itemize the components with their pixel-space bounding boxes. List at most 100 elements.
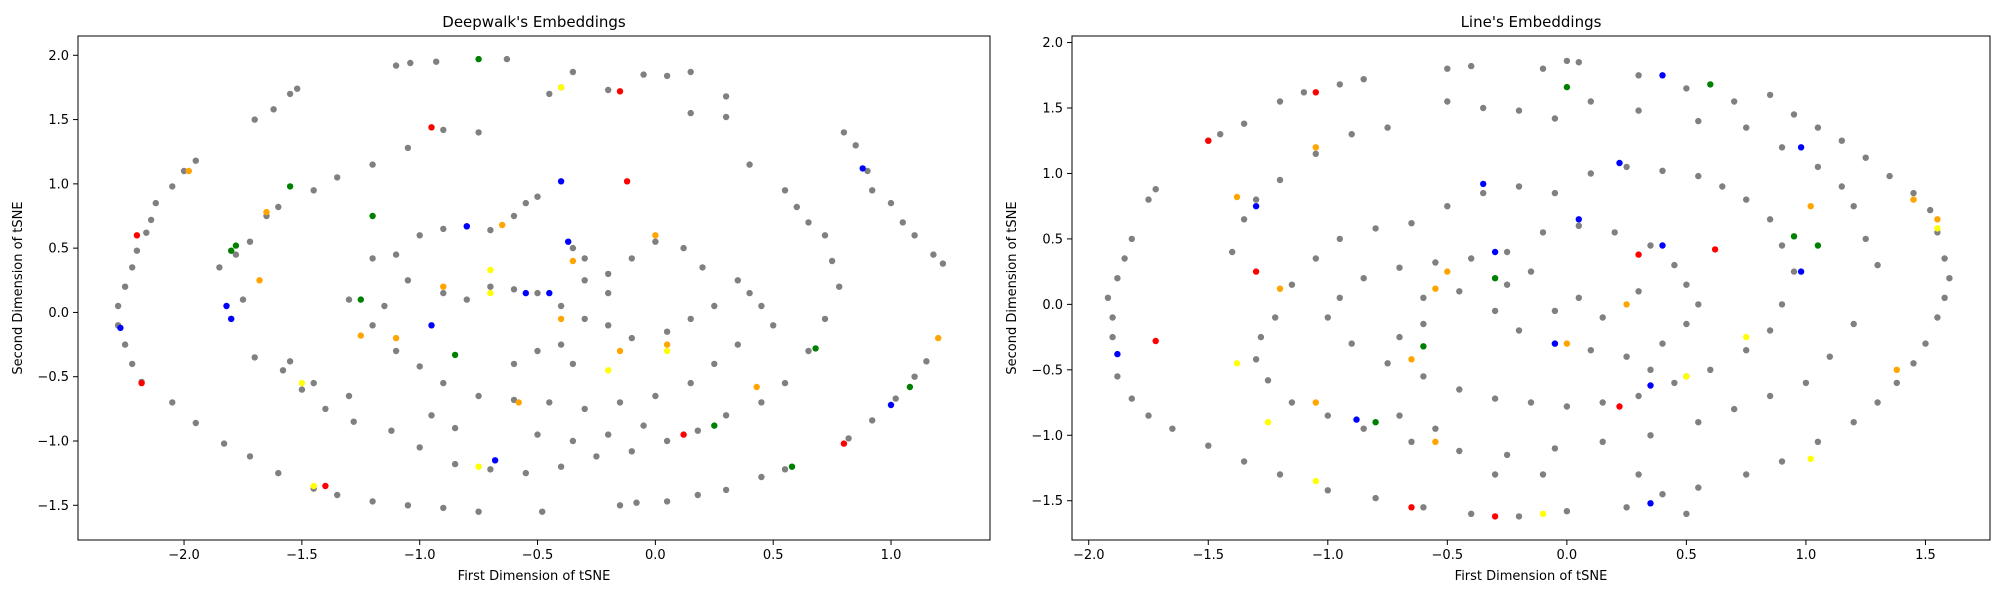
data-point <box>1114 373 1121 380</box>
data-point <box>1635 72 1642 79</box>
y-tick-label: 1.5 <box>1042 102 1063 117</box>
data-point <box>1444 203 1451 210</box>
data-point <box>628 334 635 342</box>
data-point <box>223 302 230 310</box>
data-point <box>286 183 294 190</box>
chart-title: Deepwalk's Embeddings <box>442 13 626 31</box>
data-point <box>1205 442 1212 449</box>
data-point <box>475 508 482 515</box>
data-point <box>251 116 258 123</box>
data-point <box>1312 150 1320 157</box>
data-point <box>1814 163 1822 171</box>
data-point <box>369 161 376 168</box>
data-point <box>1611 229 1618 236</box>
data-point <box>345 296 353 303</box>
data-point <box>758 399 765 406</box>
data-point <box>1778 144 1786 151</box>
data-point <box>169 183 176 190</box>
data-point <box>911 232 918 239</box>
y-tick-label: −1.0 <box>1031 429 1063 444</box>
series-5 <box>1152 89 1719 520</box>
x-tick-label: −0.5 <box>522 548 554 563</box>
data-point <box>246 453 254 460</box>
y-tick-label: 0.5 <box>1042 232 1063 247</box>
data-point <box>1324 412 1332 419</box>
data-point <box>1766 392 1774 400</box>
data-point <box>1874 399 1881 406</box>
data-point <box>821 232 829 239</box>
data-point <box>1659 72 1666 79</box>
y-axis-label: Second Dimension of tSNE <box>1005 201 1020 374</box>
data-point <box>663 498 671 505</box>
data-point <box>369 498 376 505</box>
data-point <box>1432 259 1439 266</box>
data-point <box>392 347 400 355</box>
data-point <box>711 422 718 429</box>
data-point <box>1743 124 1750 131</box>
data-point <box>711 302 718 310</box>
data-point <box>930 251 937 258</box>
data-point <box>534 289 541 297</box>
data-point <box>440 126 447 134</box>
data-point <box>1491 248 1499 256</box>
data-point <box>628 255 635 262</box>
data-point <box>1719 183 1726 190</box>
data-point <box>1563 340 1571 347</box>
data-point <box>1456 447 1463 455</box>
data-point <box>1420 294 1427 301</box>
data-point <box>133 247 141 254</box>
data-point <box>911 373 918 380</box>
data-point <box>836 283 843 290</box>
data-point <box>1551 445 1559 452</box>
data-point <box>557 315 565 323</box>
data-point <box>1766 91 1774 99</box>
data-point <box>1288 281 1296 288</box>
data-point <box>404 277 412 284</box>
data-point <box>534 431 541 438</box>
data-point <box>1766 327 1774 334</box>
data-point <box>1217 131 1224 138</box>
data-point <box>1838 183 1846 190</box>
data-point <box>840 440 848 447</box>
data-point <box>1408 504 1415 511</box>
data-point <box>1539 229 1547 236</box>
data-point <box>416 363 423 370</box>
data-point <box>510 360 518 368</box>
y-tick-label: 1.0 <box>1042 167 1063 182</box>
data-point <box>388 427 395 434</box>
data-point <box>1927 206 1934 214</box>
data-point <box>1229 248 1236 256</box>
data-point <box>569 257 577 265</box>
data-point <box>228 247 235 254</box>
series-4 <box>117 165 895 464</box>
x-tick-label: 0.5 <box>763 548 784 563</box>
data-point <box>1850 320 1857 328</box>
series-3 <box>298 84 671 490</box>
data-point <box>845 435 852 442</box>
data-point <box>232 242 240 249</box>
data-point <box>1468 62 1475 70</box>
data-point <box>1276 98 1284 105</box>
data-point <box>1635 471 1642 478</box>
data-point <box>392 334 400 342</box>
data-point <box>487 266 494 274</box>
data-point <box>628 448 635 455</box>
x-tick-label: 0.0 <box>1557 548 1578 563</box>
data-point <box>1491 307 1499 315</box>
data-point <box>699 264 706 271</box>
data-point <box>605 270 612 278</box>
data-point <box>522 469 529 477</box>
data-point <box>788 463 796 470</box>
data-point <box>1659 491 1666 498</box>
data-point <box>1336 235 1344 243</box>
data-point <box>605 367 612 374</box>
data-point <box>451 424 459 432</box>
data-point <box>1252 268 1260 275</box>
data-point <box>463 296 470 303</box>
data-point <box>1104 294 1112 301</box>
data-point <box>392 251 400 258</box>
data-point <box>133 232 141 239</box>
data-point <box>887 401 895 409</box>
chart-panel-2: −2.0 −1.5 −1.0 −0.5 0.0 0.5 1.0 1.5 −1.5 −1.0 −0.5… <box>1005 13 1991 584</box>
data-point <box>652 238 659 245</box>
